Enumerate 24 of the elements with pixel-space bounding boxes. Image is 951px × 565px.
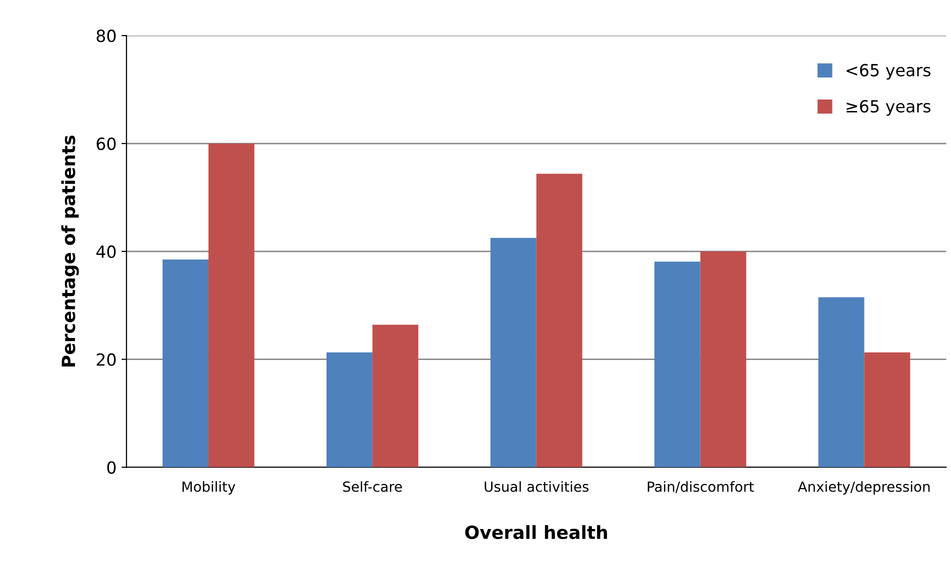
bar [208, 144, 254, 468]
bar [864, 352, 910, 468]
y-tick-label: 0 [107, 461, 116, 474]
x-axis-title: Overall health [465, 525, 607, 540]
y-tick-label: 80 [96, 30, 116, 42]
bar [372, 324, 418, 468]
x-tick-label: Mobility [182, 481, 236, 495]
x-tick-label: Usual activities [484, 481, 588, 492]
bar [490, 238, 536, 468]
y-axis-title: Percentage of patients [61, 136, 79, 366]
legend-label: ≥65 years [846, 100, 930, 116]
x-tick-label: Pain/discomfort [648, 481, 754, 493]
y-tick-label: 40 [96, 245, 116, 258]
bar [326, 352, 372, 468]
bar [162, 260, 208, 468]
y-tick-label: 60 [96, 137, 116, 150]
bar [654, 262, 700, 468]
bar [700, 251, 746, 468]
x-tick-label: Anxiety/depression [798, 481, 930, 495]
y-tick-label: 20 [96, 353, 116, 366]
legend-label: <65 years [846, 64, 930, 80]
bar [818, 297, 864, 468]
x-tick-label: Self-care [343, 481, 402, 492]
bar [536, 174, 582, 468]
